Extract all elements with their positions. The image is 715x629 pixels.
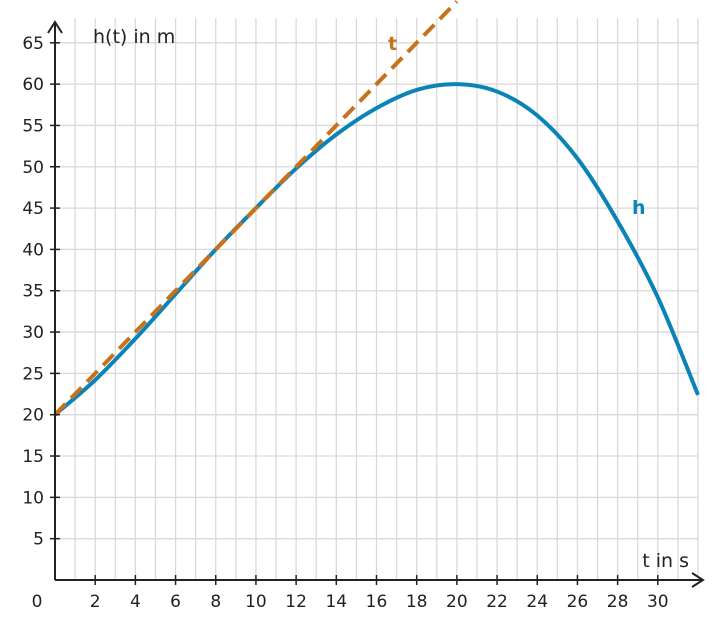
x-tick-label: 16: [366, 592, 388, 612]
x-tick-label: 28: [607, 592, 629, 612]
y-tick-label: 40: [22, 240, 44, 260]
x-axis-label: t in s: [642, 550, 689, 572]
x-tick-label: 8: [210, 592, 221, 612]
y-tick-label: 15: [22, 447, 44, 467]
y-tick-label: 35: [22, 282, 44, 302]
y-tick-label: 50: [22, 158, 44, 178]
x-tick-label: 4: [130, 592, 141, 612]
x-tick-label: 14: [325, 592, 347, 612]
y-tick-label: 10: [22, 488, 44, 508]
curves: ht: [53, 0, 700, 417]
y-tick-label: 65: [22, 34, 44, 54]
y-axis-arrow-icon: [47, 20, 63, 34]
x-tick-label: 24: [526, 592, 548, 612]
y-tick-label: 25: [22, 364, 44, 384]
x-tick-label: 20: [446, 592, 468, 612]
series-h-line: [53, 82, 700, 417]
y-tick-label: 45: [22, 199, 44, 219]
origin-label: 0: [32, 592, 43, 612]
x-tick-label: 10: [245, 592, 267, 612]
y-tick-label: 5: [33, 530, 44, 550]
x-tick-label: 26: [567, 592, 589, 612]
x-tick-label: 22: [486, 592, 508, 612]
x-axis-arrow-icon: [691, 572, 705, 588]
grid: [55, 18, 699, 580]
tick-labels: 2 4 6 8 10 12 14 16 18 20 22 24 26 28 3051015202530354…: [22, 34, 668, 612]
y-tick-label: 20: [22, 406, 44, 426]
y-tick-label: 30: [22, 323, 44, 343]
axes: [47, 20, 705, 588]
x-tick-label: 30: [647, 592, 669, 612]
tick-marks: [50, 42, 659, 585]
x-tick-label: 18: [406, 592, 428, 612]
series-h-label: h: [632, 197, 646, 219]
y-axis-label: h(t) in m: [93, 26, 175, 48]
x-tick-label: 6: [170, 592, 181, 612]
y-tick-label: 55: [22, 116, 44, 136]
series-t-line: [53, 0, 459, 417]
y-tick-label: 60: [22, 75, 44, 95]
x-tick-label: 2: [90, 592, 101, 612]
series-t-label: t: [388, 33, 397, 55]
x-tick-label: 12: [285, 592, 307, 612]
